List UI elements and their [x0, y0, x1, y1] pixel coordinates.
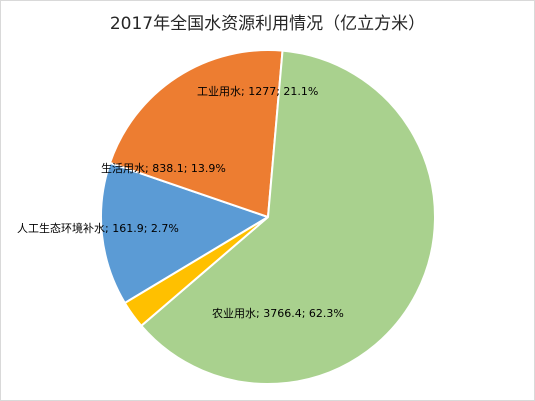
pie-slice-2 — [139, 49, 436, 385]
slice-label-2: 农业用水; 3766.4; 62.3% — [212, 306, 344, 320]
slice-label-1: 工业用水; 1277; 21.1% — [197, 85, 318, 98]
chart-title: 2017年全国水资源利用情况（亿立方米） — [109, 14, 426, 34]
slice-label-0: 生活用水; 838.1; 13.9% — [101, 161, 226, 175]
slice-label-3: 人工生态环境补水; 161.9; 2.7% — [17, 221, 179, 235]
pie-slice-1 — [108, 49, 284, 219]
pie-slice-3 — [123, 216, 269, 328]
pie-slice-0 — [100, 161, 271, 305]
